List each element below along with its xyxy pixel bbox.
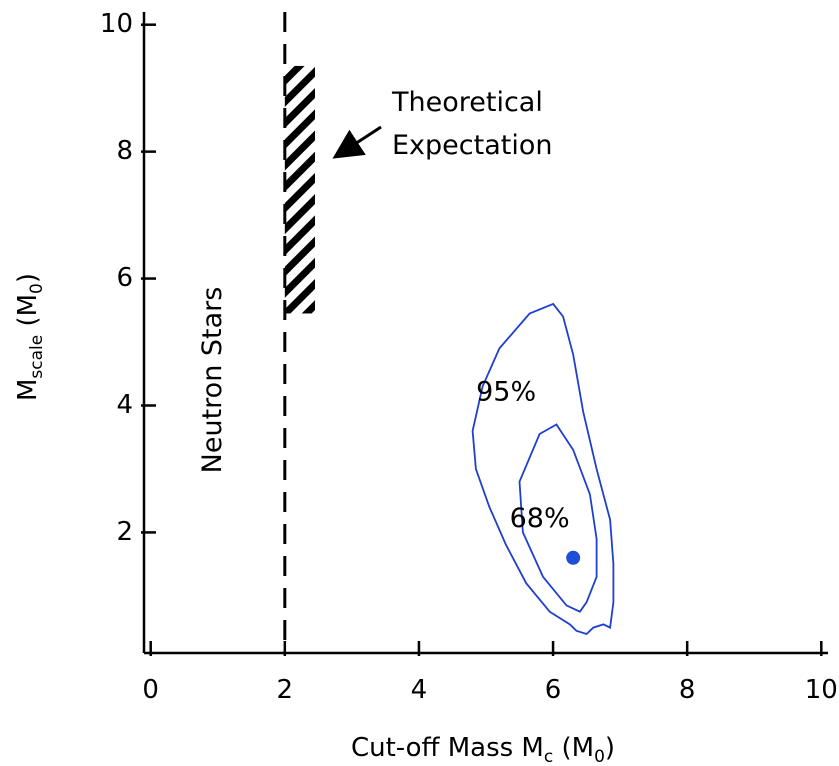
- y-tick-label: 2: [116, 517, 133, 547]
- contour-label-95pct: 95%: [476, 376, 536, 407]
- axes: [142, 12, 828, 655]
- theoretical-label-line2: Expectation: [392, 130, 552, 161]
- contour-label-68pct: 68%: [510, 503, 570, 534]
- x-tick-label: 6: [545, 675, 562, 705]
- y-axis-title-sub: scale: [27, 335, 47, 379]
- x-tick-label: 10: [805, 675, 838, 705]
- theoretical-expectation-band: [284, 65, 315, 314]
- y-axis-title: Mscale (M0): [13, 273, 47, 401]
- y-tick-label: 6: [116, 263, 133, 293]
- y-tick-label: 10: [100, 9, 133, 39]
- x-tick-label: 0: [142, 675, 159, 705]
- ticks: 0 2 4 6 8 10 2 4 6 8 10: [100, 9, 838, 705]
- contour-68pct: [518, 423, 598, 613]
- neutron-stars-label: Neutron Stars: [197, 287, 228, 474]
- x-tick-label: 4: [411, 675, 428, 705]
- x-axis-title: Cut-off Mass Mc (M0): [351, 733, 615, 766]
- theoretical-arrow: [332, 125, 382, 159]
- y-axis-title-unit-sub: 0: [27, 283, 47, 294]
- theoretical-label-line1: Theoretical: [391, 87, 543, 118]
- x-tick-label: 8: [679, 675, 696, 705]
- chart-marks: 95% 68%: [283, 12, 615, 653]
- x-tick-label: 2: [277, 675, 294, 705]
- y-tick-label: 4: [116, 390, 133, 420]
- y-tick-label: 8: [116, 136, 133, 166]
- contour-95pct: [471, 302, 615, 636]
- x-axis-title-unit-sub: 0: [594, 747, 605, 766]
- best-fit-point: [566, 550, 581, 565]
- x-axis-title-sub: c: [544, 747, 553, 766]
